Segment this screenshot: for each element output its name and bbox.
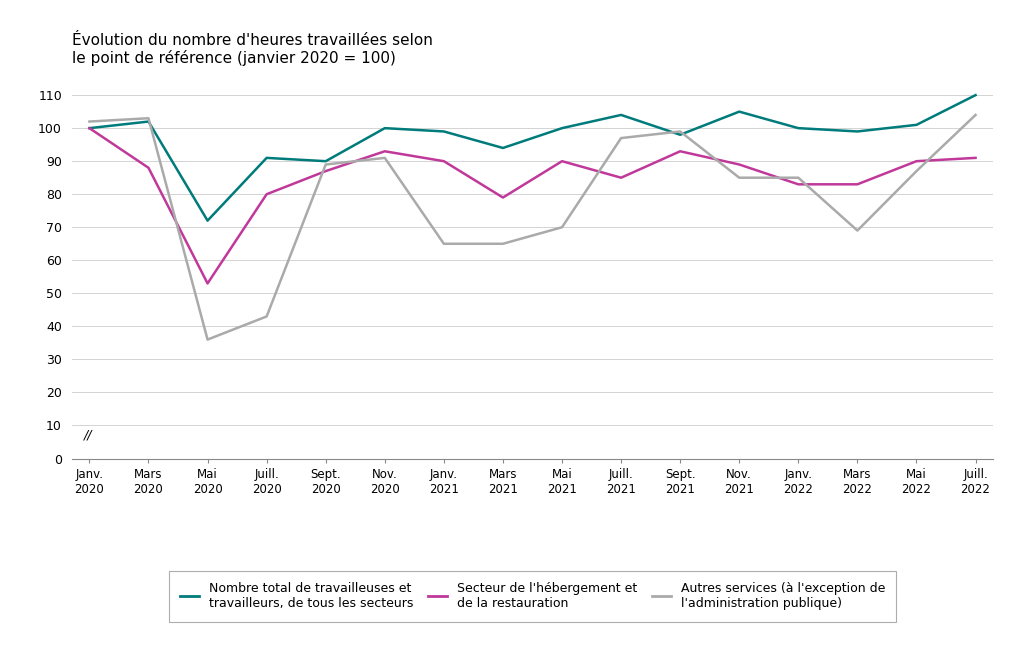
Text: //: // (84, 429, 92, 442)
Legend: Nombre total de travailleuses et
travailleurs, de tous les secteurs, Secteur de : Nombre total de travailleuses et travail… (169, 571, 896, 622)
Text: Évolution du nombre d'heures travaillées selon
le point de référence (janvier 20: Évolution du nombre d'heures travaillées… (72, 33, 432, 66)
